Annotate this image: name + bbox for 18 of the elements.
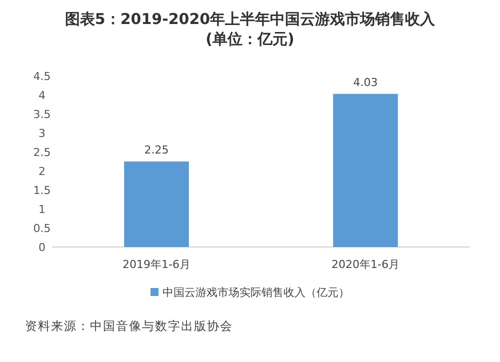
y-tick-label: 3.5 [33,108,51,121]
y-tick-label: 4 [38,89,46,102]
y-tick-label: 0.5 [33,222,51,235]
y-tick-label: 1 [38,203,46,216]
y-tick-label: 2 [38,165,46,178]
x-tick-label: 2020年1-6月 [332,258,400,271]
y-tick-label: 4.5 [33,70,51,83]
chart-subtitle: (单位：亿元) [206,30,294,48]
chart-title: 图表5：2019-2020年上半年中国云游戏市场销售收入 [64,10,436,28]
text: 资料来源：中国音像与数字出版协会 [25,319,233,333]
y-tick-label: 1.5 [33,184,51,197]
y-tick-label: 2.5 [33,146,51,159]
legend-label: 中国云游戏市场实际销售收入（亿元） [162,286,350,299]
y-tick-label: 0 [38,241,46,254]
data-label: 2.25 [144,144,169,156]
data-label: 4.03 [353,76,378,89]
x-tick-label: 2019年1-6月 [122,258,190,271]
y-tick-label: 3 [38,127,46,140]
